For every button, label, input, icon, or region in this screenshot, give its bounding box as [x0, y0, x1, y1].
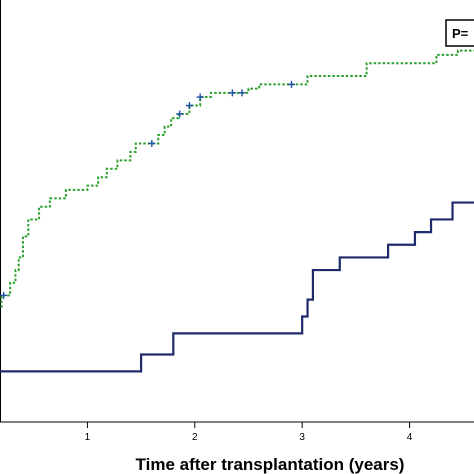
x-tick-label: 2	[192, 432, 198, 443]
censor-mark	[287, 80, 295, 88]
x-tick-label: 4	[407, 432, 413, 443]
x-tick-label: 1	[85, 432, 91, 443]
censor-mark	[196, 93, 204, 101]
x-tick-label: 3	[299, 432, 305, 443]
x-axis-ticks: 1 2 3 4	[85, 422, 413, 443]
p-value-box-border	[445, 19, 474, 47]
censor-marks	[0, 80, 295, 299]
series-line-1	[0, 201, 474, 373]
series-layer	[0, 49, 474, 373]
censor-mark	[176, 110, 184, 118]
x-axis-title: Time after transplantation (years)	[136, 455, 405, 474]
censor-mark	[238, 89, 246, 97]
series-line-2	[0, 49, 474, 310]
plot-frame	[0, 0, 474, 423]
p-value-label: P=	[452, 26, 469, 41]
p-value-box: P=	[445, 19, 474, 47]
censor-mark	[228, 89, 236, 97]
censor-mark	[0, 291, 8, 299]
censor-mark	[185, 102, 193, 109]
censor-mark	[148, 139, 156, 147]
